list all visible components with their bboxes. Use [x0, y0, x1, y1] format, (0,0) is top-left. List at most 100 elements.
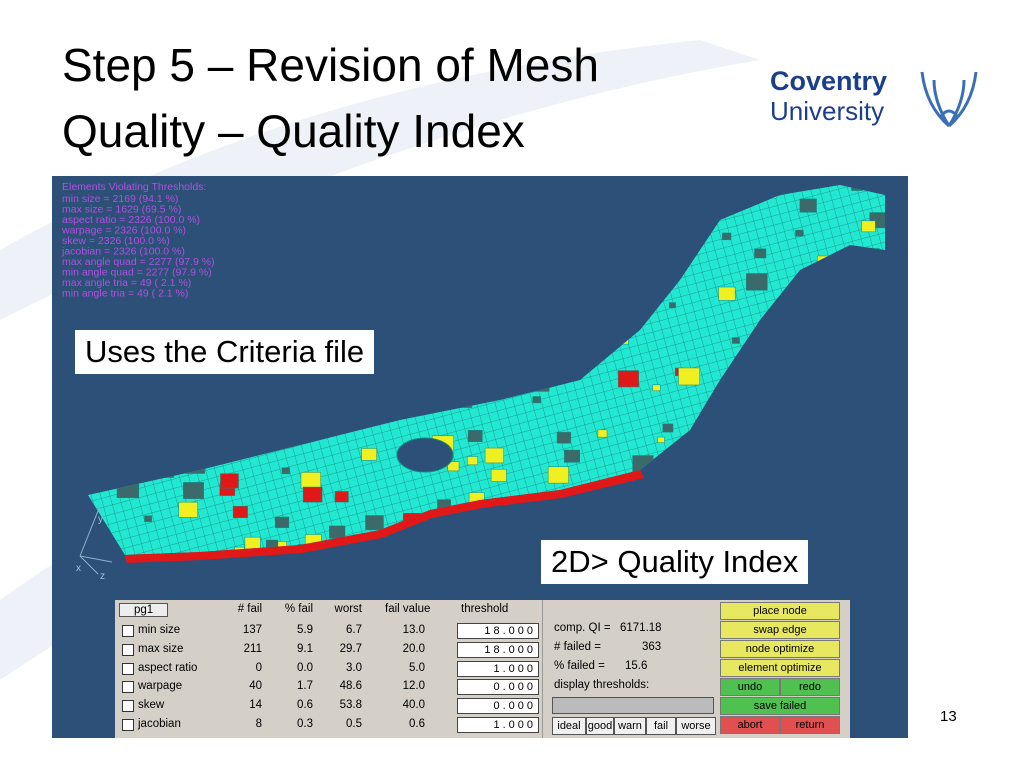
mesh-patch [220, 473, 239, 489]
callout: Uses the Criteria file [75, 330, 375, 374]
overlay-line: max angle tria = 49 ( 2.1 %) [62, 277, 191, 289]
threshold-input[interactable]: 0.000 [457, 679, 539, 696]
criterion-value: 211 [243, 642, 262, 655]
mesh-patch [365, 515, 384, 531]
threshold-input[interactable]: 0.000 [457, 698, 539, 715]
mesh-patch [232, 505, 248, 518]
level-button[interactable]: ideal [552, 717, 586, 735]
criterion-value: 40 [249, 680, 262, 693]
action-button[interactable]: save failed [720, 697, 840, 715]
mesh-patch [281, 467, 290, 475]
stat-label: display thresholds: [554, 679, 650, 691]
checkbox[interactable] [122, 662, 134, 675]
mesh-patch [361, 448, 377, 461]
level-button[interactable]: warn [614, 717, 646, 735]
mesh-patch [718, 286, 736, 301]
criterion-value: 14 [249, 699, 262, 712]
criterion-name: skew [138, 699, 165, 712]
mesh-patch [447, 461, 460, 472]
mesh-patch [183, 482, 204, 499]
criterion-value: 12.0 [402, 680, 425, 693]
action-button[interactable]: swap edge [720, 621, 840, 639]
mesh-patch [617, 370, 639, 388]
axis-label: z [100, 571, 105, 582]
level-button[interactable]: good [586, 717, 614, 735]
action-button[interactable]: abort [720, 716, 780, 734]
overlay-line: jacobian = 2326 (100.0 %) [61, 246, 185, 258]
logo-text: Coventry [770, 66, 888, 96]
mesh-patch [490, 469, 507, 482]
mesh-patch [178, 501, 198, 518]
mesh-patch [754, 248, 767, 259]
mesh-patch [244, 536, 261, 550]
stat-label: # failed = [554, 641, 601, 653]
action-button[interactable]: element optimize [720, 659, 840, 677]
action-button[interactable]: undo [720, 678, 780, 696]
overlay-line: aspect ratio = 2326 (100.0 %) [62, 214, 200, 226]
page-selector[interactable]: pg1 [119, 603, 169, 617]
threshold-input[interactable]: 18.000 [457, 623, 539, 639]
criterion-name: min size [138, 624, 181, 636]
checkbox[interactable] [122, 681, 134, 694]
criterion-value: 0.0 [297, 661, 313, 674]
threshold-input[interactable]: 18.000 [457, 641, 539, 658]
threshold-input[interactable]: 1.000 [457, 717, 539, 733]
threshold-input[interactable]: 1.000 [457, 660, 539, 677]
criterion-value: 48.6 [339, 680, 362, 693]
criterion-value: 0.5 [346, 718, 362, 730]
checkbox[interactable] [122, 719, 134, 731]
axis-label: x [76, 563, 81, 574]
criterion-value: 0.6 [409, 718, 425, 730]
criterion-value: 0.3 [297, 718, 313, 730]
column-header: worst [334, 603, 362, 615]
criterion-value: 9.1 [297, 642, 313, 655]
action-button[interactable]: redo [780, 678, 840, 696]
column-header: threshold [461, 603, 509, 615]
overlay-line: warpage = 2326 (100.0 %) [61, 225, 186, 237]
mesh-patch [484, 447, 504, 464]
mesh-patch [547, 466, 569, 484]
threshold-slider[interactable] [552, 697, 714, 714]
checkbox[interactable] [122, 643, 134, 656]
column-header: # fail [237, 603, 262, 615]
criterion-name: jacobian [138, 718, 181, 730]
action-button[interactable]: node optimize [720, 640, 840, 658]
criterion-value: 5.0 [409, 661, 425, 674]
mesh-patch [861, 220, 876, 233]
criterion-value: 3.0 [346, 661, 362, 674]
criterion-value: 53.8 [339, 699, 362, 712]
mesh-patch [597, 429, 608, 438]
overlay-line: skew = 2326 (100.0 %) [62, 235, 170, 247]
mesh-patch [678, 367, 701, 386]
level-button[interactable]: worse [676, 717, 716, 735]
overlay-line: min angle tria = 49 ( 2.1 %) [62, 288, 188, 300]
mesh-patch [795, 229, 804, 237]
mesh-patch [652, 384, 661, 392]
mesh-patch [467, 430, 483, 442]
mesh-patch [564, 449, 581, 463]
checkbox[interactable] [122, 625, 134, 637]
mesh-patch [334, 491, 349, 503]
callout: 2D> Quality Index [541, 540, 809, 584]
mesh-patch [722, 232, 732, 241]
stat-label: comp. QI = [554, 622, 611, 634]
axis-label: y [98, 514, 103, 525]
criterion-name: warpage [138, 680, 183, 693]
criterion-value: 0 [255, 661, 262, 674]
overlay-line: max angle quad = 2277 (97.9 %) [62, 256, 215, 268]
stat-value: 6171.18 [620, 622, 662, 634]
overlay-line: max size = 1629 (69.5 %) [62, 204, 181, 216]
criterion-value: 29.7 [339, 642, 362, 655]
criterion-value: 8 [255, 718, 262, 730]
criterion-value: 13.0 [402, 624, 425, 636]
overlay-heading: Elements Violating Thresholds: [62, 181, 206, 193]
checkbox[interactable] [122, 700, 134, 713]
criterion-value: 6.7 [346, 624, 362, 636]
criterion-value: 0.6 [297, 699, 313, 712]
criterion-name: aspect ratio [138, 661, 198, 674]
action-button[interactable]: place node [720, 602, 840, 620]
level-button[interactable]: fail [646, 717, 676, 735]
action-button[interactable]: return [780, 716, 840, 734]
title-line: Quality – Quality Index [62, 105, 525, 157]
